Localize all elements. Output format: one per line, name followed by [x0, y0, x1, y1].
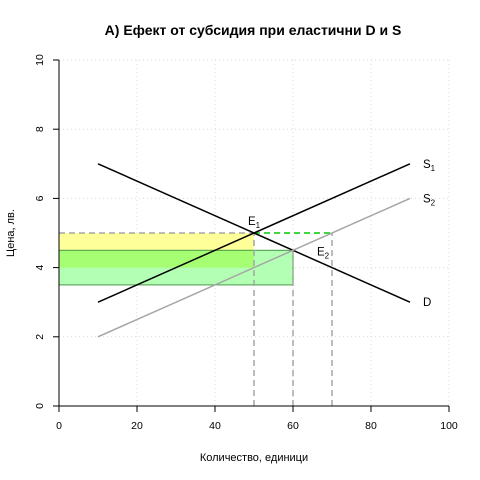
series-label-s1: S1 — [423, 159, 436, 173]
series-label-d-main: D — [423, 297, 431, 309]
reference-lines — [59, 232, 333, 406]
series-label-s1-subscript: 1 — [431, 164, 436, 173]
series-line-s1 — [97, 163, 411, 303]
equilibrium-label-1-main: E — [248, 216, 256, 228]
series-label-s2-main: S — [423, 193, 431, 205]
series-line-s2 — [97, 197, 411, 338]
y-tick-label: 10 — [34, 54, 46, 66]
chart-title: A) Ефект от субсидия при еластични D и S — [105, 22, 402, 38]
y-tick-label: 2 — [34, 334, 46, 340]
y-tick-label: 0 — [34, 403, 46, 409]
x-tick-label: 0 — [56, 420, 62, 432]
x-tick-label: 60 — [287, 420, 299, 432]
series-label-s2-subscript: 2 — [431, 198, 436, 207]
equilibrium-label-2-subscript: 2 — [325, 251, 330, 260]
y-tick-label: 4 — [34, 265, 46, 271]
y-axis-label: Цена, лв. — [5, 209, 17, 257]
axes: 0 20 40 60 80 100 0 2 4 6 8 10 — [34, 54, 458, 432]
series-label-s1-main: S — [423, 159, 431, 171]
equilibrium-label-1-subscript: 1 — [256, 221, 261, 230]
shaded-region-1 — [59, 233, 254, 251]
shaded-region-3 — [59, 250, 254, 268]
x-axis-label: Количество, единици — [200, 452, 308, 464]
x-tick-label: 100 — [440, 420, 458, 432]
x-tick-label: 20 — [131, 420, 143, 432]
x-tick-label: 40 — [209, 420, 221, 432]
series-label-d: D — [423, 297, 431, 309]
y-tick-label: 6 — [34, 195, 46, 201]
equilibrium-label-2-main: E — [317, 246, 325, 258]
regions — [58, 233, 294, 286]
series-lines — [97, 163, 411, 338]
x-tick-label: 80 — [365, 420, 377, 432]
equilibrium-label-2: E2 — [317, 246, 330, 260]
equilibrium-label-1: E1 — [248, 216, 261, 230]
y-tick-label: 8 — [34, 126, 46, 132]
series-label-s2: S2 — [423, 193, 436, 207]
